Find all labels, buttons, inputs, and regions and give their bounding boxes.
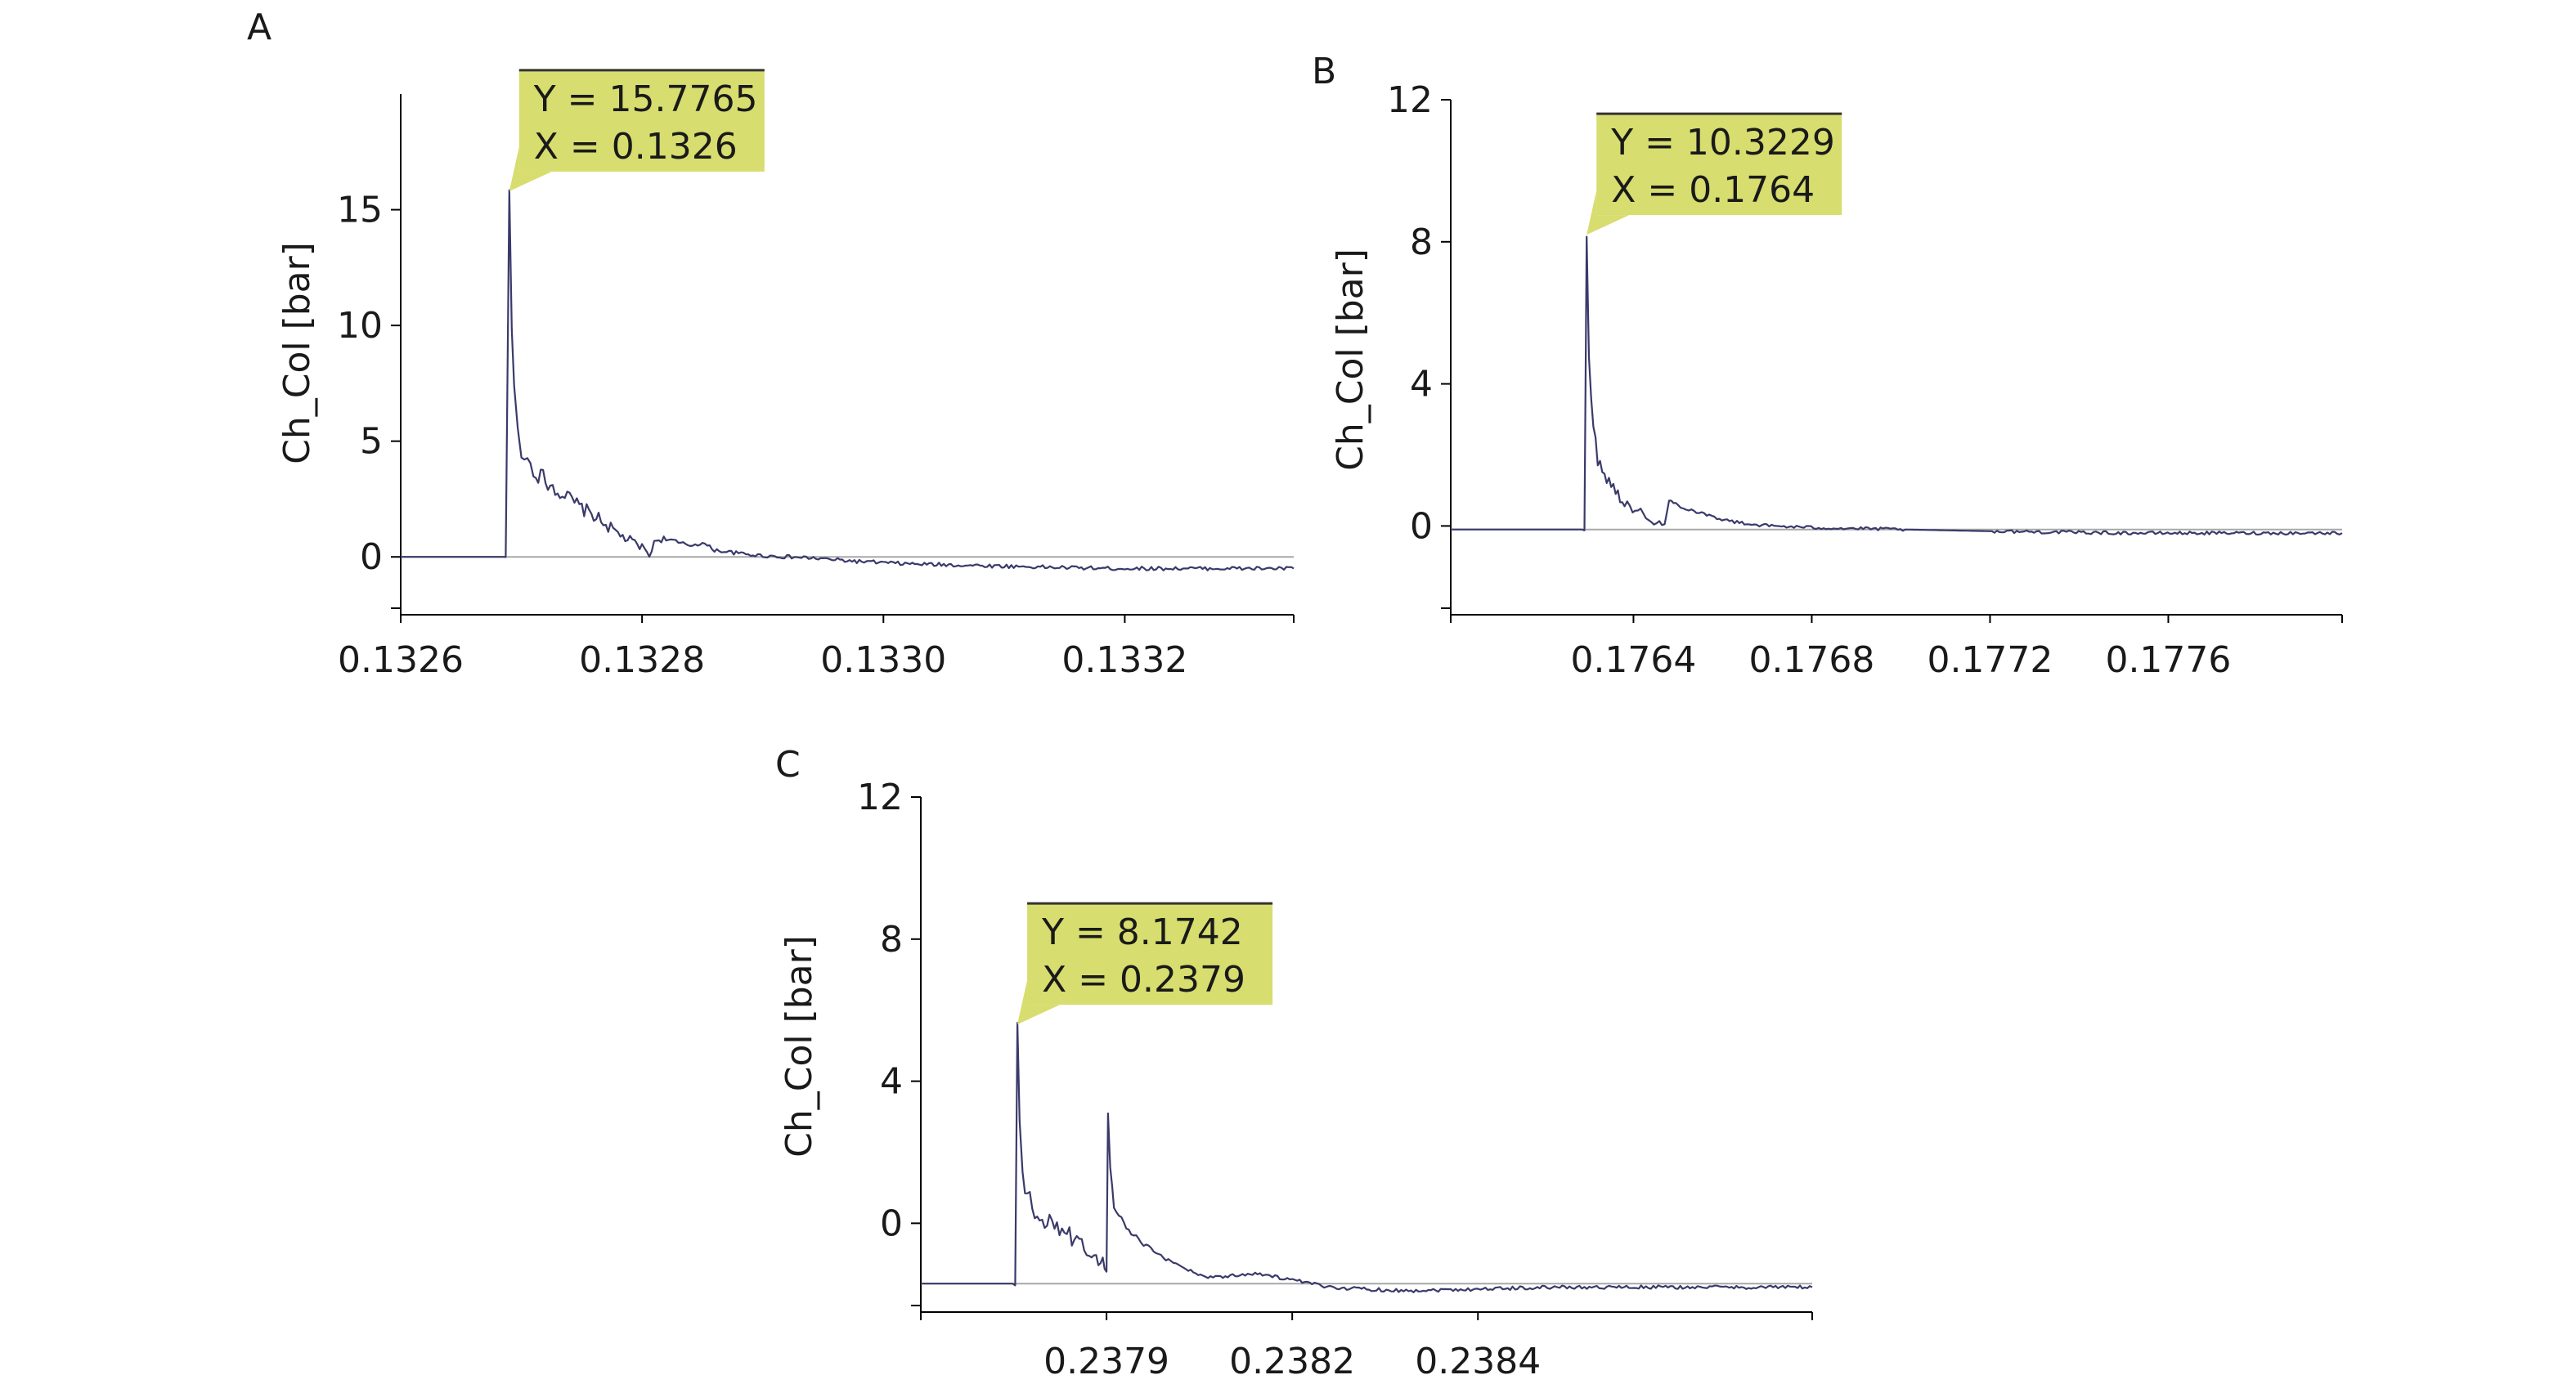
- panel-b: B Ch_Col [bar] 0 4 8 12 0.1764 0.1768 0.1772 0.…: [1312, 51, 2343, 681]
- y-tick-label: 8: [1410, 222, 1433, 263]
- panel-a: A Ch_Col [bar] 0 5 10 15 0.1326 0.1328 0.1330 0…: [247, 7, 1295, 681]
- panel-label: B: [1312, 51, 1336, 92]
- y-tick-label: 4: [880, 1061, 903, 1103]
- panel-c: C Ch_Col [bar] 0 4 8 12 0.2379 0.2382 0.2384 Y …: [775, 744, 1813, 1382]
- panel-label: C: [775, 744, 801, 786]
- y-tick-label: 0: [880, 1203, 903, 1244]
- y-tick-label: 12: [857, 777, 903, 818]
- y-tick-label: 4: [1410, 364, 1433, 405]
- callout-box: [1596, 114, 1842, 216]
- annotation-callout: Y = 10.3229 X = 0.1764: [1586, 112, 1842, 235]
- x-tick-label: 0.1332: [1061, 639, 1187, 681]
- x-tick-label: 0.2382: [1229, 1341, 1355, 1382]
- y-axis-label: Ch_Col [bar]: [1330, 249, 1371, 471]
- annotation-y-label: Y = 8.1742: [1041, 911, 1243, 953]
- annotation-callout: Y = 15.7765 X = 0.1326: [509, 69, 765, 191]
- x-tick-label: 0.2379: [1043, 1341, 1169, 1382]
- y-axis-label: Ch_Col [bar]: [276, 242, 318, 464]
- x-tick-label: 0.1326: [338, 639, 464, 681]
- annotation-y-label: Y = 15.7765: [533, 78, 758, 120]
- x-tick-label: 0.1768: [1748, 639, 1874, 681]
- annotation-callout: Y = 8.1742 X = 0.2379: [1017, 902, 1273, 1025]
- y-tick-label: 12: [1387, 79, 1433, 121]
- series-line: [1451, 235, 2343, 536]
- annotation-x-label: X = 0.1764: [1611, 169, 1815, 211]
- callout-pointer: [1017, 980, 1061, 1025]
- y-tick-label: 8: [880, 919, 903, 961]
- y-tick-label: 0: [1410, 505, 1433, 547]
- x-tick-label: 0.1328: [579, 639, 705, 681]
- x-tick-label: 0.1776: [2105, 639, 2231, 681]
- annotation-x-label: X = 0.2379: [1042, 959, 1245, 1001]
- annotation-x-label: X = 0.1326: [534, 126, 738, 168]
- callout-pointer: [1586, 190, 1630, 235]
- panel-label: A: [247, 7, 272, 48]
- x-tick-label: 0.1764: [1570, 639, 1696, 681]
- x-tick-label: 0.1772: [1927, 639, 2053, 681]
- series-line: [401, 189, 1295, 571]
- callout-pointer: [509, 146, 552, 191]
- x-tick-label: 0.1330: [820, 639, 946, 681]
- y-tick-label: 5: [360, 421, 383, 463]
- callout-box: [518, 69, 765, 172]
- y-axis-label: Ch_Col [bar]: [779, 935, 820, 1158]
- x-tick-label: 0.2384: [1415, 1341, 1541, 1382]
- annotation-y-label: Y = 10.3229: [1610, 122, 1835, 163]
- y-tick-label: 0: [360, 536, 383, 578]
- y-tick-label: 15: [337, 190, 383, 231]
- callout-box: [1027, 903, 1273, 1006]
- y-tick-label: 10: [337, 305, 383, 347]
- series-line: [921, 1022, 1813, 1293]
